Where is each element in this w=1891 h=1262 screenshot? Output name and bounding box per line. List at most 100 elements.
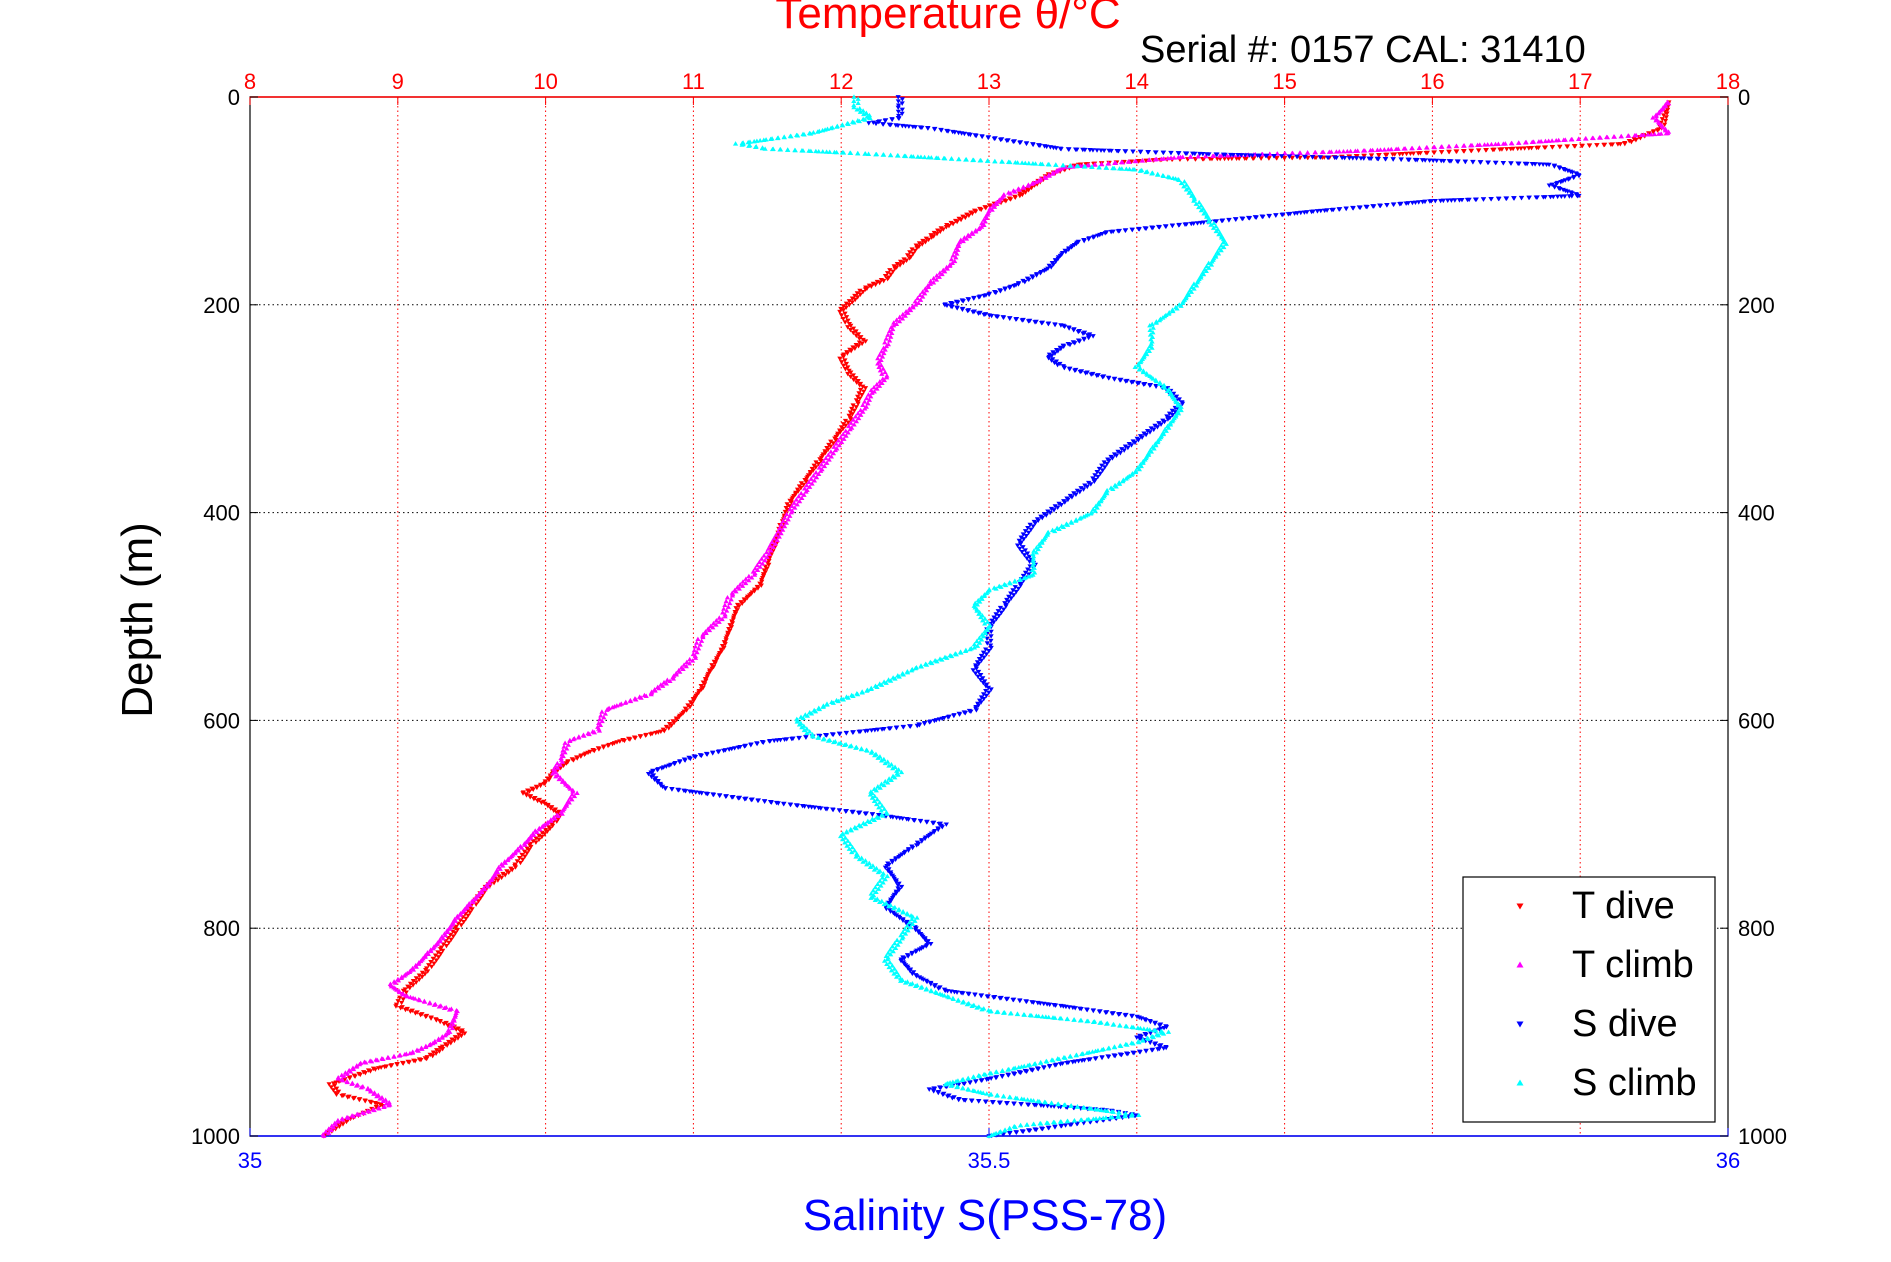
data-point	[1147, 430, 1153, 435]
data-point	[1156, 225, 1163, 230]
data-point	[1665, 107, 1671, 113]
data-point	[801, 804, 808, 809]
data-point	[333, 1122, 339, 1127]
data-point	[1072, 1006, 1078, 1011]
data-point	[1194, 283, 1200, 288]
data-point	[1097, 1115, 1103, 1121]
data-point	[895, 883, 901, 888]
data-point	[839, 360, 845, 365]
data-point	[899, 97, 905, 102]
data-point	[868, 891, 874, 896]
data-point	[1282, 156, 1288, 161]
data-point	[978, 700, 984, 705]
data-point	[410, 983, 416, 988]
data-point	[922, 937, 928, 943]
data-point	[835, 438, 842, 443]
data-point	[989, 313, 995, 319]
data-point	[847, 841, 853, 847]
data-point	[993, 290, 999, 296]
data-point	[561, 744, 567, 749]
data-point	[430, 956, 436, 962]
data-point	[991, 620, 997, 625]
data-point	[836, 808, 842, 814]
data-point	[1083, 371, 1089, 376]
data-point	[694, 640, 700, 645]
data-point	[412, 1059, 418, 1064]
data-point	[989, 207, 995, 212]
data-point	[1166, 311, 1172, 316]
data-point	[877, 785, 883, 790]
data-point	[1546, 138, 1552, 143]
data-point	[761, 553, 767, 558]
legend-marker	[1516, 961, 1524, 968]
data-point	[843, 731, 849, 736]
data-point	[439, 1035, 445, 1040]
data-point	[1013, 1130, 1020, 1135]
data-point	[762, 557, 768, 563]
data-point	[962, 711, 968, 716]
data-point	[882, 865, 889, 871]
data-point	[440, 1047, 446, 1052]
data-point	[1161, 1031, 1167, 1036]
data-point	[749, 575, 755, 580]
data-point	[960, 238, 966, 244]
data-point	[751, 589, 758, 594]
data-point	[1226, 218, 1232, 223]
data-point	[980, 1090, 986, 1095]
data-point	[1109, 456, 1116, 461]
data-point	[928, 278, 934, 284]
data-point	[449, 1037, 455, 1042]
data-point	[803, 489, 809, 494]
data-point	[1140, 1038, 1146, 1043]
data-point	[1113, 453, 1120, 459]
data-point	[833, 441, 839, 446]
data-point	[1536, 162, 1543, 167]
data-point	[656, 685, 662, 691]
data-point	[1424, 145, 1430, 150]
data-point	[692, 653, 698, 658]
data-point	[895, 772, 901, 777]
data-point	[1092, 162, 1098, 167]
data-point	[1152, 157, 1158, 162]
data-point	[698, 753, 704, 759]
data-point	[569, 796, 575, 802]
data-point	[1033, 273, 1040, 278]
data-point	[1136, 367, 1142, 372]
data-point	[1161, 1046, 1167, 1051]
data-point	[1181, 179, 1188, 184]
data-point	[970, 231, 976, 236]
data-point	[1045, 509, 1051, 514]
data-point	[923, 987, 929, 992]
data-point	[1003, 582, 1009, 588]
data-point	[1191, 286, 1197, 291]
data-point	[729, 795, 735, 800]
data-point	[886, 328, 893, 334]
data-point	[905, 817, 912, 822]
data-point	[928, 233, 934, 238]
data-point	[712, 661, 718, 666]
data-point	[796, 736, 802, 741]
data-point	[926, 1087, 932, 1092]
data-point	[1073, 492, 1079, 498]
data-point	[1325, 155, 1332, 160]
data-point	[910, 845, 916, 851]
data-point	[810, 734, 816, 739]
data-point	[381, 1104, 387, 1109]
data-point	[1664, 111, 1670, 116]
data-point	[884, 271, 891, 276]
data-point	[1653, 113, 1659, 119]
data-point	[838, 434, 844, 440]
data-point	[419, 1046, 425, 1051]
data-point	[569, 792, 575, 797]
data-point	[791, 500, 797, 505]
data-point	[850, 326, 857, 332]
data-point	[886, 726, 892, 732]
data-point	[1260, 214, 1266, 220]
data-point	[1297, 155, 1303, 161]
data-point	[1098, 498, 1104, 504]
data-point	[945, 129, 951, 134]
data-point	[446, 1039, 452, 1045]
data-point	[1066, 147, 1072, 152]
data-point	[728, 596, 734, 602]
data-point	[426, 1042, 432, 1048]
